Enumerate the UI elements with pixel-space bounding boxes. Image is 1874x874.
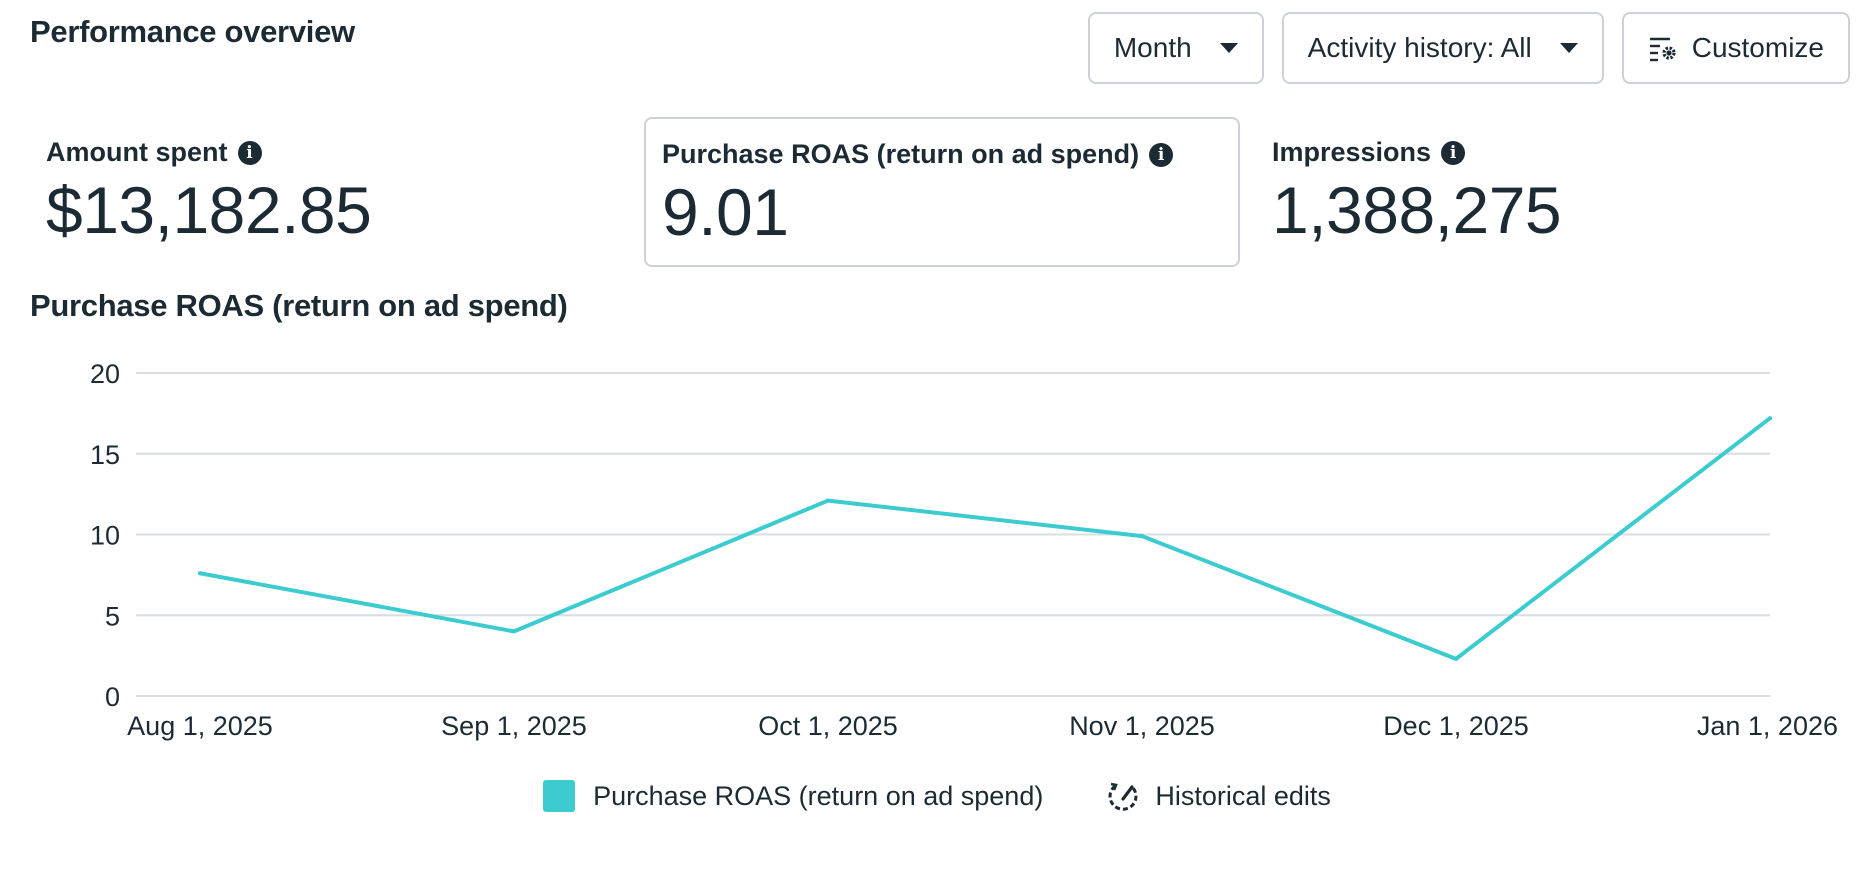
legend-swatch (543, 780, 576, 812)
metric-label-text: Amount spent (46, 137, 228, 167)
y-tick-label: 20 (90, 359, 120, 389)
customize-button[interactable]: Customize (1621, 12, 1850, 84)
x-tick-label: Dec 1, 2025 (1383, 711, 1529, 741)
page-title: Performance overview (30, 14, 355, 49)
data-point (512, 629, 516, 634)
legend-label: Historical edits (1155, 780, 1331, 811)
y-tick-label: 5 (105, 601, 120, 631)
x-tick-label: Jan 1, 2026 (1697, 711, 1838, 741)
historical-edits-icon (1108, 782, 1138, 811)
info-icon[interactable]: i (1149, 142, 1174, 167)
chart-legend: Purchase ROAS (return on ad spend) Histo… (0, 778, 1874, 814)
metric-label: Impressions i (1272, 137, 1836, 168)
metric-label-text: Impressions (1272, 137, 1432, 167)
x-tick-label: Aug 1, 2025 (127, 711, 273, 741)
legend-item-roas[interactable]: Purchase ROAS (return on ad spend) (543, 780, 1043, 812)
customize-label: Customize (1691, 32, 1824, 63)
info-icon[interactable]: i (237, 140, 262, 165)
activity-history-dropdown[interactable]: Activity history: All (1281, 12, 1604, 84)
metric-label: Purchase ROAS (return on ad spend) i (662, 139, 1222, 170)
customize-settings-icon (1649, 37, 1676, 62)
legend-item-historical-edits[interactable]: Historical edits (1105, 778, 1331, 814)
y-tick-label: 10 (90, 521, 120, 551)
series-line (198, 416, 1772, 661)
data-point (1140, 534, 1144, 539)
metric-value: $13,182.85 (46, 173, 372, 247)
data-point (1454, 656, 1458, 661)
y-tick-label: 15 (90, 440, 120, 470)
activity-history-label: Activity history: All (1307, 32, 1532, 63)
metric-amount-spent[interactable]: Amount spent i $13,182.85 (30, 117, 626, 267)
legend-label: Purchase ROAS (return on ad spend) (593, 780, 1044, 811)
toolbar: Month Activity history: All Customize (1087, 12, 1850, 84)
metric-value: 1,388,275 (1272, 173, 1562, 247)
caret-down-icon (1219, 43, 1238, 53)
data-point (826, 498, 830, 503)
metric-impressions[interactable]: Impressions i 1,388,275 (1256, 117, 1852, 267)
period-dropdown[interactable]: Month (1087, 12, 1264, 84)
chart-title: Purchase ROAS (return on ad spend) (30, 288, 568, 323)
caret-down-icon (1559, 43, 1578, 53)
y-tick-label: 0 (105, 682, 120, 712)
info-icon[interactable]: i (1441, 140, 1466, 165)
metric-label-text: Purchase ROAS (return on ad spend) (662, 139, 1140, 169)
metric-purchase-roas[interactable]: Purchase ROAS (return on ad spend) i 9.0… (644, 117, 1240, 267)
metric-label: Amount spent i (46, 137, 610, 168)
x-tick-label: Sep 1, 2025 (441, 711, 587, 741)
metric-value: 9.01 (662, 175, 789, 249)
x-tick-label: Nov 1, 2025 (1069, 711, 1215, 741)
x-tick-label: Oct 1, 2025 (758, 711, 898, 741)
data-point (198, 571, 202, 576)
roas-line-chart: 0 5 10 15 20 Aug 1, 2025 Sep 1, 2025 Oct 1, 202… (90, 359, 1838, 741)
data-point (1768, 416, 1772, 421)
period-dropdown-label: Month (1113, 32, 1192, 63)
